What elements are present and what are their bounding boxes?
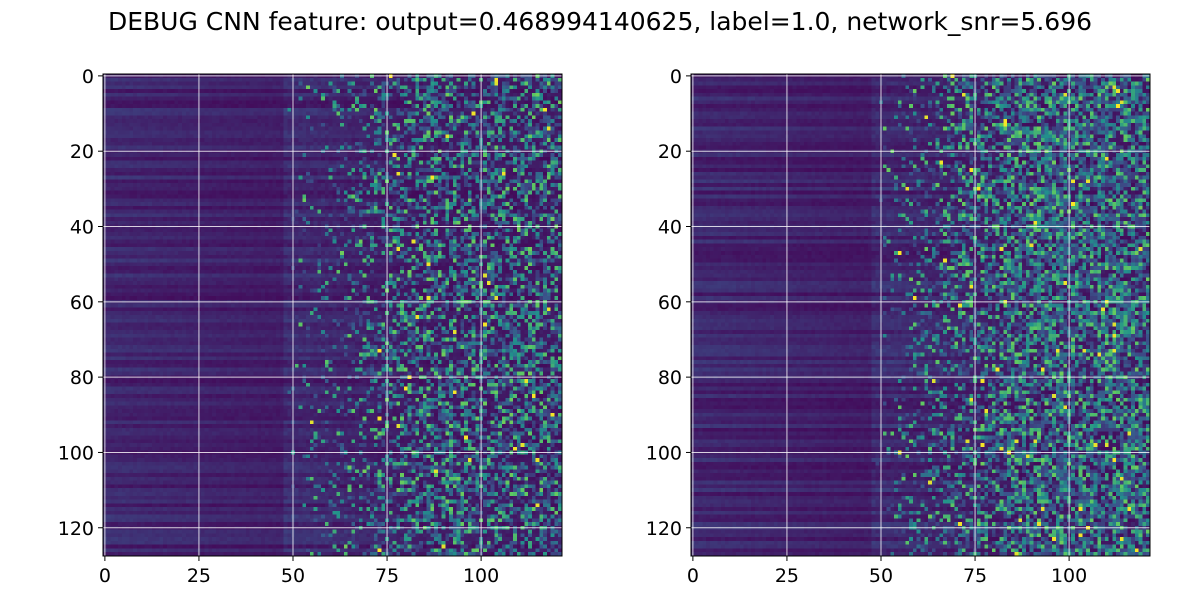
axes-frame bbox=[690, 73, 1151, 557]
y-tick-label: 100 bbox=[58, 442, 94, 464]
x-tick-label: 100 bbox=[463, 565, 499, 587]
x-tick-label: 50 bbox=[869, 565, 893, 587]
y-tick-label: 60 bbox=[70, 292, 94, 314]
y-tick-label: 120 bbox=[646, 518, 682, 540]
y-tick-label: 40 bbox=[70, 217, 94, 239]
y-tick-label: 20 bbox=[70, 141, 94, 163]
y-tick-label: 20 bbox=[658, 141, 682, 163]
y-tick-label: 120 bbox=[58, 518, 94, 540]
figure-title: DEBUG CNN feature: output=0.468994140625… bbox=[107, 7, 1093, 36]
y-tick-label: 0 bbox=[670, 66, 682, 88]
x-tick-label: 50 bbox=[281, 565, 305, 587]
y-tick-label: 40 bbox=[658, 217, 682, 239]
x-tick-label: 100 bbox=[1051, 565, 1087, 587]
y-tick-label: 80 bbox=[658, 367, 682, 389]
x-tick-label: 0 bbox=[99, 565, 111, 587]
axes-frame bbox=[102, 73, 563, 557]
x-tick-label: 25 bbox=[775, 565, 799, 587]
x-tick-label: 0 bbox=[687, 565, 699, 587]
y-tick-label: 80 bbox=[70, 367, 94, 389]
y-tick-label: 60 bbox=[658, 292, 682, 314]
heatmap-panel-right: 0 25 50 75 100 0 20 40 60 80 100 120 bbox=[646, 66, 1151, 587]
heatmap-panel-left: 0 25 50 75 100 0 20 40 60 80 100 120 bbox=[58, 66, 563, 587]
x-tick-label: 75 bbox=[963, 565, 987, 587]
x-tick-label: 25 bbox=[187, 565, 211, 587]
heatmap-image bbox=[691, 74, 1150, 556]
x-tick-label: 75 bbox=[375, 565, 399, 587]
heatmap-image bbox=[103, 74, 562, 556]
y-tick-label: 0 bbox=[82, 66, 94, 88]
y-tick-label: 100 bbox=[646, 442, 682, 464]
